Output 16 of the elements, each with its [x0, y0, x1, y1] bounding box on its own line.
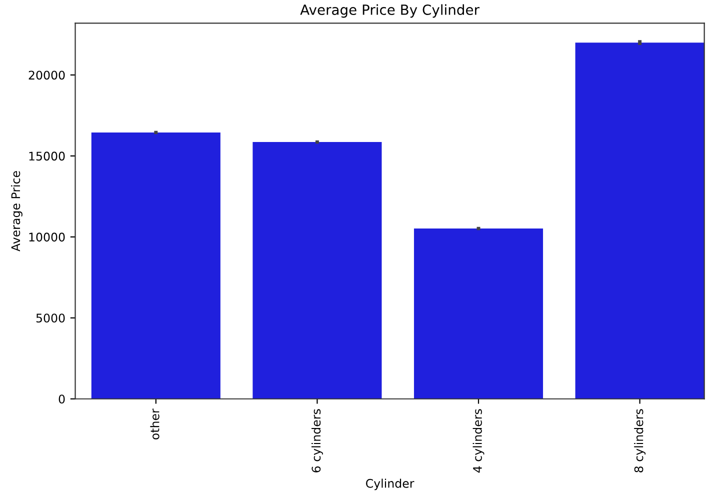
- x-tick-label: 6 cylinders: [311, 409, 323, 472]
- x-tick-label: 4 cylinders: [472, 409, 484, 473]
- y-axis-title: Average Price: [11, 171, 22, 252]
- bar: [575, 42, 704, 399]
- bar: [414, 228, 544, 399]
- bar: [91, 132, 220, 399]
- y-tick-label: 15000: [29, 152, 65, 161]
- bar: [252, 142, 382, 399]
- y-tick-label: 10000: [29, 232, 65, 242]
- y-tick-label: 5000: [36, 314, 65, 323]
- x-tick-label: other: [150, 408, 160, 440]
- y-tick-label: 0: [58, 394, 65, 404]
- x-tick-label: 8 cylinders: [634, 409, 646, 472]
- x-axis-title: Cylinder: [366, 478, 414, 490]
- chart-title: Average Price By Cylinder: [300, 4, 480, 18]
- y-tick-label: 20000: [28, 70, 65, 80]
